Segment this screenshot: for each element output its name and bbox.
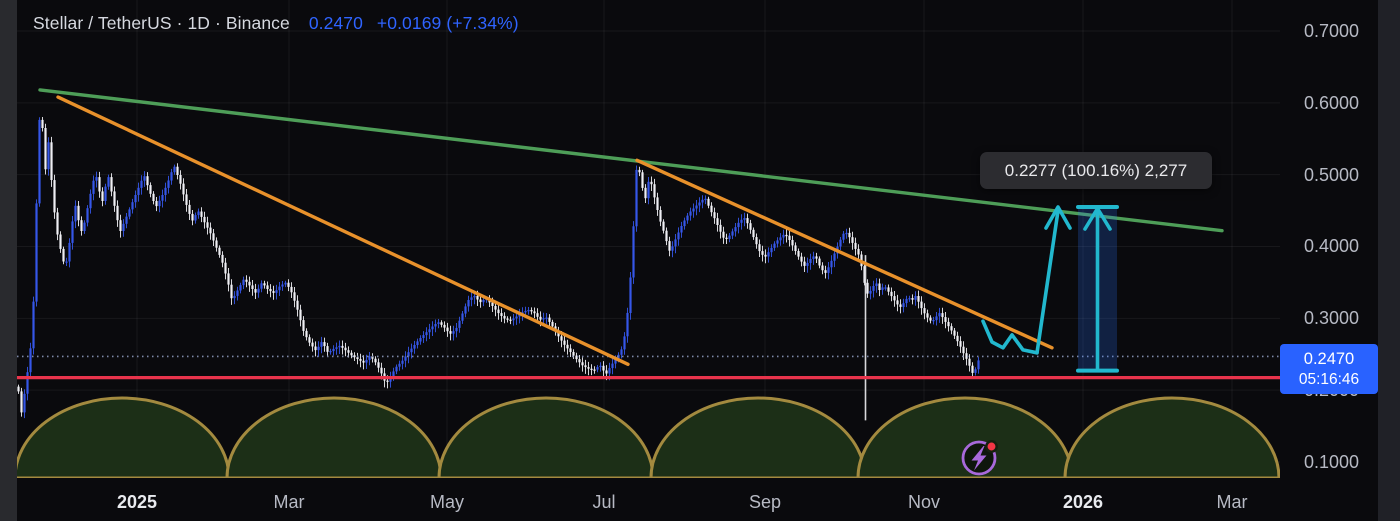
trendline-steep-descending-resistance[interactable] [56,95,630,366]
breakout-arrow-head [1044,205,1072,230]
time-axis-label[interactable]: Mar [273,492,305,512]
measure-tooltip: 0.2277 (100.16%) 2,277 [980,152,1212,189]
trendline-upper-descending-resistance[interactable] [38,88,1224,233]
time-axis-label[interactable]: 2025 [116,492,158,512]
dome-decoration [17,396,1280,478]
price-change-value: +0.0169 (+7.34%) [376,13,519,33]
time-axis-label[interactable]: Sep [748,492,782,512]
projection-drawing[interactable] [981,205,1119,373]
breakout-arrow-shaft [1035,209,1060,355]
symbol-title[interactable]: Stellar / TetherUS · 1D · Binance [33,13,290,33]
badge-price: 0.2470 [1303,350,1355,368]
price-axis-label[interactable]: 0.4000 [1304,236,1360,257]
current-price-badge[interactable]: 0.2470 05:16:46 [1280,344,1378,394]
time-axis-label[interactable]: Mar [1216,492,1248,512]
plot-area[interactable] [15,0,1280,478]
candles-layer [17,117,980,419]
price-axis-label[interactable]: 0.3000 [1304,308,1360,329]
trendline-second-descending-resistance[interactable] [635,158,1054,350]
zigzag-projection [981,319,1039,355]
last-price-value: 0.2470 [308,13,363,33]
price-axis-label[interactable]: 0.5000 [1304,164,1360,185]
badge-time: 05:16:46 [1298,370,1360,388]
left-edge-strip [0,0,17,521]
flash-boost-icon[interactable] [961,440,998,476]
right-edge-strip [1378,0,1400,521]
symbol-header: Stellar / TetherUS · 1D · Binance 0.2470… [33,13,519,34]
target-range-arrow-head [1083,206,1112,231]
price-axis-label[interactable]: 0.6000 [1304,92,1360,113]
time-axis-label[interactable]: Jul [592,492,616,512]
notification-dot [985,440,998,453]
price-axis-label[interactable]: 0.7000 [1304,21,1360,41]
time-axis-label[interactable]: May [429,492,465,512]
time-axis-label[interactable]: Nov [907,492,941,512]
price-axis-label[interactable]: 0.1000 [1304,451,1360,472]
lightning-bolt-glyph [971,446,987,471]
time-axis-label[interactable]: 2026 [1062,492,1104,512]
